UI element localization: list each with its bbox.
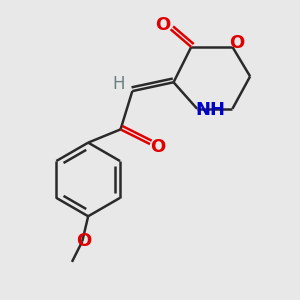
Text: H: H bbox=[113, 75, 125, 93]
Text: O: O bbox=[229, 34, 244, 52]
Text: O: O bbox=[76, 232, 92, 250]
Text: NH: NH bbox=[195, 101, 225, 119]
Text: O: O bbox=[150, 138, 165, 156]
Text: O: O bbox=[156, 16, 171, 34]
